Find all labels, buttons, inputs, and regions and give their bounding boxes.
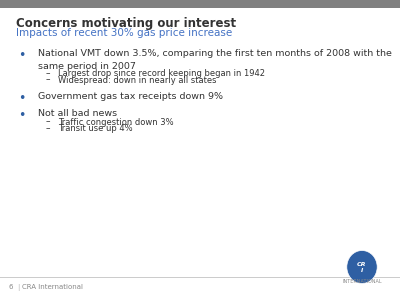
Text: 6: 6 — [9, 284, 13, 290]
Text: –: – — [46, 118, 50, 127]
Text: Impacts of recent 30% gas price increase: Impacts of recent 30% gas price increase — [16, 28, 232, 38]
Text: Largest drop since record keeping began in 1942: Largest drop since record keeping began … — [58, 69, 265, 78]
Text: •: • — [18, 110, 25, 122]
Text: Not all bad news: Not all bad news — [38, 110, 117, 118]
Text: Government gas tax receipts down 9%: Government gas tax receipts down 9% — [38, 92, 223, 100]
Text: •: • — [18, 50, 25, 62]
Text: –: – — [46, 124, 50, 133]
Text: |: | — [17, 284, 19, 291]
Text: National VMT down 3.5%, comparing the first ten months of 2008 with the
same per: National VMT down 3.5%, comparing the fi… — [38, 50, 392, 70]
Text: CR: CR — [357, 262, 367, 267]
Text: Transit use up 4%: Transit use up 4% — [58, 124, 133, 133]
Text: Concerns motivating our interest: Concerns motivating our interest — [16, 16, 236, 29]
Text: Widespread: down in nearly all states: Widespread: down in nearly all states — [58, 76, 216, 85]
Text: –: – — [46, 76, 50, 85]
Text: INTERNATIONAL: INTERNATIONAL — [342, 279, 382, 284]
Text: CRA International: CRA International — [22, 284, 83, 290]
Text: I: I — [361, 268, 363, 273]
Text: –: – — [46, 69, 50, 78]
Text: •: • — [18, 92, 25, 104]
Text: Traffic congestion down 3%: Traffic congestion down 3% — [58, 118, 174, 127]
